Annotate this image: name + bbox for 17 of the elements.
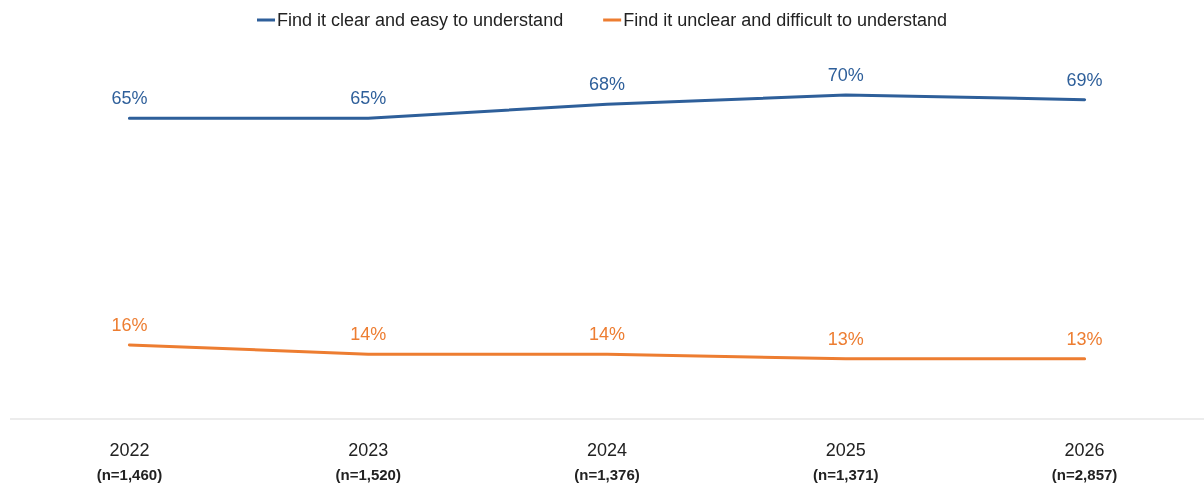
data-label: 68% xyxy=(588,74,626,95)
data-label: 69% xyxy=(1066,69,1103,90)
data-label: 13% xyxy=(1066,328,1103,349)
legend-label: Find it clear and easy to understand xyxy=(276,10,564,30)
data-label: 65% xyxy=(111,88,148,109)
x-tick-label: 2026 (n=2,857) xyxy=(1051,440,1118,483)
legend-label: Find it unclear and difficult to understand xyxy=(623,10,948,30)
data-label: 14% xyxy=(588,324,626,345)
data-label: 14% xyxy=(350,324,387,345)
x-tick-label: 2022 (n=1,460) xyxy=(96,440,163,483)
data-label: 70% xyxy=(827,65,864,85)
data-label: 13% xyxy=(827,328,864,349)
x-tick-label: 2025 (n=1,371) xyxy=(813,440,879,483)
x-tick-label: 2023 (n=1,520) xyxy=(335,440,401,483)
data-label: 16% xyxy=(111,314,148,335)
x-tick-label: 2024 (n=1,376) xyxy=(574,440,640,483)
data-label: 65% xyxy=(350,88,387,109)
